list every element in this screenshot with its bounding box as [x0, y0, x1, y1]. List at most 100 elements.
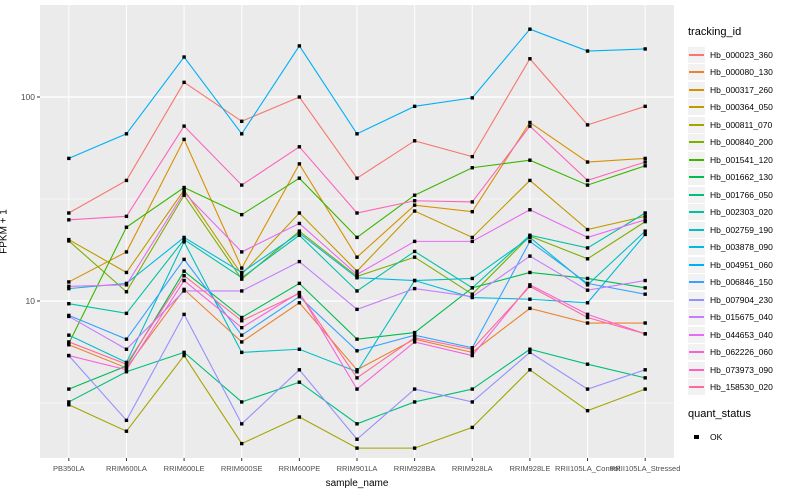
legend-line-icon: [689, 316, 704, 319]
data-point-Hb_004951_060: [355, 132, 359, 136]
legend-entry-label: Hb_000317_260: [710, 84, 773, 95]
data-point-Hb_004951_060: [182, 55, 186, 59]
x-tick-label: RRIM600LE: [164, 464, 205, 473]
data-point-Hb_001541_120: [412, 193, 417, 197]
legend-entry-Hb_000811_070: Hb_000811_070: [688, 116, 800, 134]
data-point-Hb_158530_020: [528, 284, 532, 289]
legend-line-icon: [689, 298, 704, 301]
legend-entries: Hb_000023_360 Hb_000080_130 Hb_000317_260 H…: [688, 46, 800, 396]
x-tick-label: RRII105LA_Stressed: [610, 464, 680, 473]
legend-entry-Hb_062226_060: Hb_062226_060: [688, 344, 800, 362]
legend-entry-label: Hb_001766_050: [710, 189, 773, 200]
data-point-Hb_000023_360: [355, 176, 359, 180]
data-point-Hb_001541_120: [585, 183, 590, 187]
data-point-Hb_000364_050: [297, 211, 302, 215]
data-point-Hb_000023_360: [240, 119, 244, 124]
data-point-Hb_002303_020: [124, 311, 129, 316]
x-tick-label: PB350LA: [53, 464, 85, 473]
data-point-Hb_001541_120: [528, 158, 532, 162]
data-point-Hb_007904_230: [182, 312, 186, 317]
legend-entry-label: Hb_073973_090: [710, 364, 773, 375]
data-point-Hb_000317_260: [297, 162, 302, 166]
legend-entry-Hb_000080_130: Hb_000080_130: [688, 64, 800, 82]
data-point-Hb_015675_040: [124, 347, 129, 351]
data-point-Hb_001766_050: [297, 380, 302, 384]
data-point-Hb_006846_150: [240, 333, 244, 337]
data-point-Hb_000811_070: [67, 403, 71, 407]
legend: tracking_id Hb_000023_360 Hb_000080_130 Hb…: [688, 26, 800, 446]
data-point-Hb_002759_190: [297, 347, 302, 351]
legend-line-icon: [689, 71, 704, 74]
data-point-Hb_003878_090: [355, 276, 359, 280]
legend-entry-ok: OK: [688, 428, 800, 446]
data-point-Hb_001541_120: [240, 212, 244, 217]
data-point-Hb_002759_190: [182, 240, 186, 244]
legend-line-icon: [689, 333, 704, 336]
data-point-Hb_002759_190: [67, 333, 71, 337]
data-point-Hb_044653_040: [124, 283, 129, 287]
legend-entry-Hb_000364_050: Hb_000364_050: [688, 99, 800, 117]
data-point-Hb_004951_060: [528, 27, 532, 31]
data-point-Hb_000023_360: [412, 139, 417, 143]
legend-entry-label: Hb_000364_050: [710, 102, 773, 113]
data-point-Hb_000317_260: [124, 250, 129, 254]
legend-title-quant-status: quant_status: [688, 408, 751, 420]
data-point-Hb_006846_150: [585, 281, 590, 286]
legend-entry-label: Hb_001662_130: [710, 172, 773, 183]
y-tick-label: 10: [26, 296, 36, 306]
data-point-Hb_000364_050: [412, 209, 417, 213]
data-point-Hb_000840_200: [585, 257, 590, 261]
data-point-Hb_001662_130: [297, 281, 302, 286]
legend-entry-Hb_001766_050: Hb_001766_050: [688, 186, 800, 204]
data-point-Hb_015675_040: [585, 288, 590, 292]
legend-entry-Hb_000317_260: Hb_000317_260: [688, 81, 800, 99]
data-point-Hb_073973_090: [297, 145, 302, 149]
data-point-Hb_001541_120: [182, 185, 186, 190]
data-point-Hb_007904_230: [355, 437, 359, 441]
legend-entry-Hb_006846_150: Hb_006846_150: [688, 274, 800, 292]
data-point-Hb_158530_020: [470, 347, 474, 351]
data-point-Hb_044653_040: [355, 272, 359, 277]
data-point-Hb_000080_130: [240, 340, 244, 344]
data-point-Hb_000811_070: [412, 446, 417, 450]
data-point-Hb_015675_040: [67, 314, 71, 319]
legend-entry-label: Hb_000023_360: [710, 49, 773, 60]
data-point-Hb_003878_090: [240, 270, 244, 275]
data-point-Hb_006846_150: [124, 337, 129, 341]
x-tick-label: RRIM928LE: [509, 464, 550, 473]
data-point-Hb_001662_130: [585, 276, 590, 281]
data-point-Hb_002759_190: [528, 235, 532, 240]
data-point-Hb_000811_070: [240, 441, 244, 446]
data-point-Hb_001766_050: [240, 400, 244, 404]
data-point-Hb_015675_040: [412, 286, 417, 291]
data-point-Hb_001662_130: [67, 387, 71, 391]
data-point-Hb_002303_020: [182, 237, 186, 242]
legend-key-swatch: [688, 379, 705, 396]
legend-key-swatch: [688, 274, 705, 291]
data-point-Hb_000811_070: [585, 408, 590, 413]
data-point-Hb_073973_090: [585, 178, 590, 183]
data-point-Hb_006846_150: [182, 257, 186, 262]
data-point-Hb_000364_050: [355, 269, 359, 273]
legend-key-swatch: [688, 361, 705, 378]
data-point-Hb_002759_190: [240, 350, 244, 355]
legend-key-swatch: [688, 151, 705, 168]
y-axis-title: FPKM + 1: [0, 209, 10, 254]
data-point-Hb_062226_060: [412, 340, 417, 344]
data-point-Hb_073973_090: [124, 214, 129, 219]
data-point-Hb_015675_040: [240, 289, 244, 293]
data-point-Hb_001662_130: [643, 286, 647, 290]
data-point-Hb_003878_090: [528, 297, 532, 301]
legend-entry-label: Hb_006846_150: [710, 277, 773, 288]
data-point-Hb_000840_200: [297, 229, 302, 233]
data-point-Hb_062226_060: [124, 368, 129, 372]
legend-line-icon: [689, 193, 704, 196]
legend-line-icon: [689, 368, 704, 371]
data-point-Hb_158530_020: [240, 319, 244, 323]
legend-key-swatch: [688, 134, 705, 151]
legend-key-swatch: [688, 344, 705, 361]
data-point-Hb_004951_060: [470, 96, 474, 100]
legend-key-swatch: [688, 64, 705, 81]
data-point-Hb_000023_360: [182, 80, 186, 85]
data-point-Hb_000811_070: [470, 425, 474, 430]
